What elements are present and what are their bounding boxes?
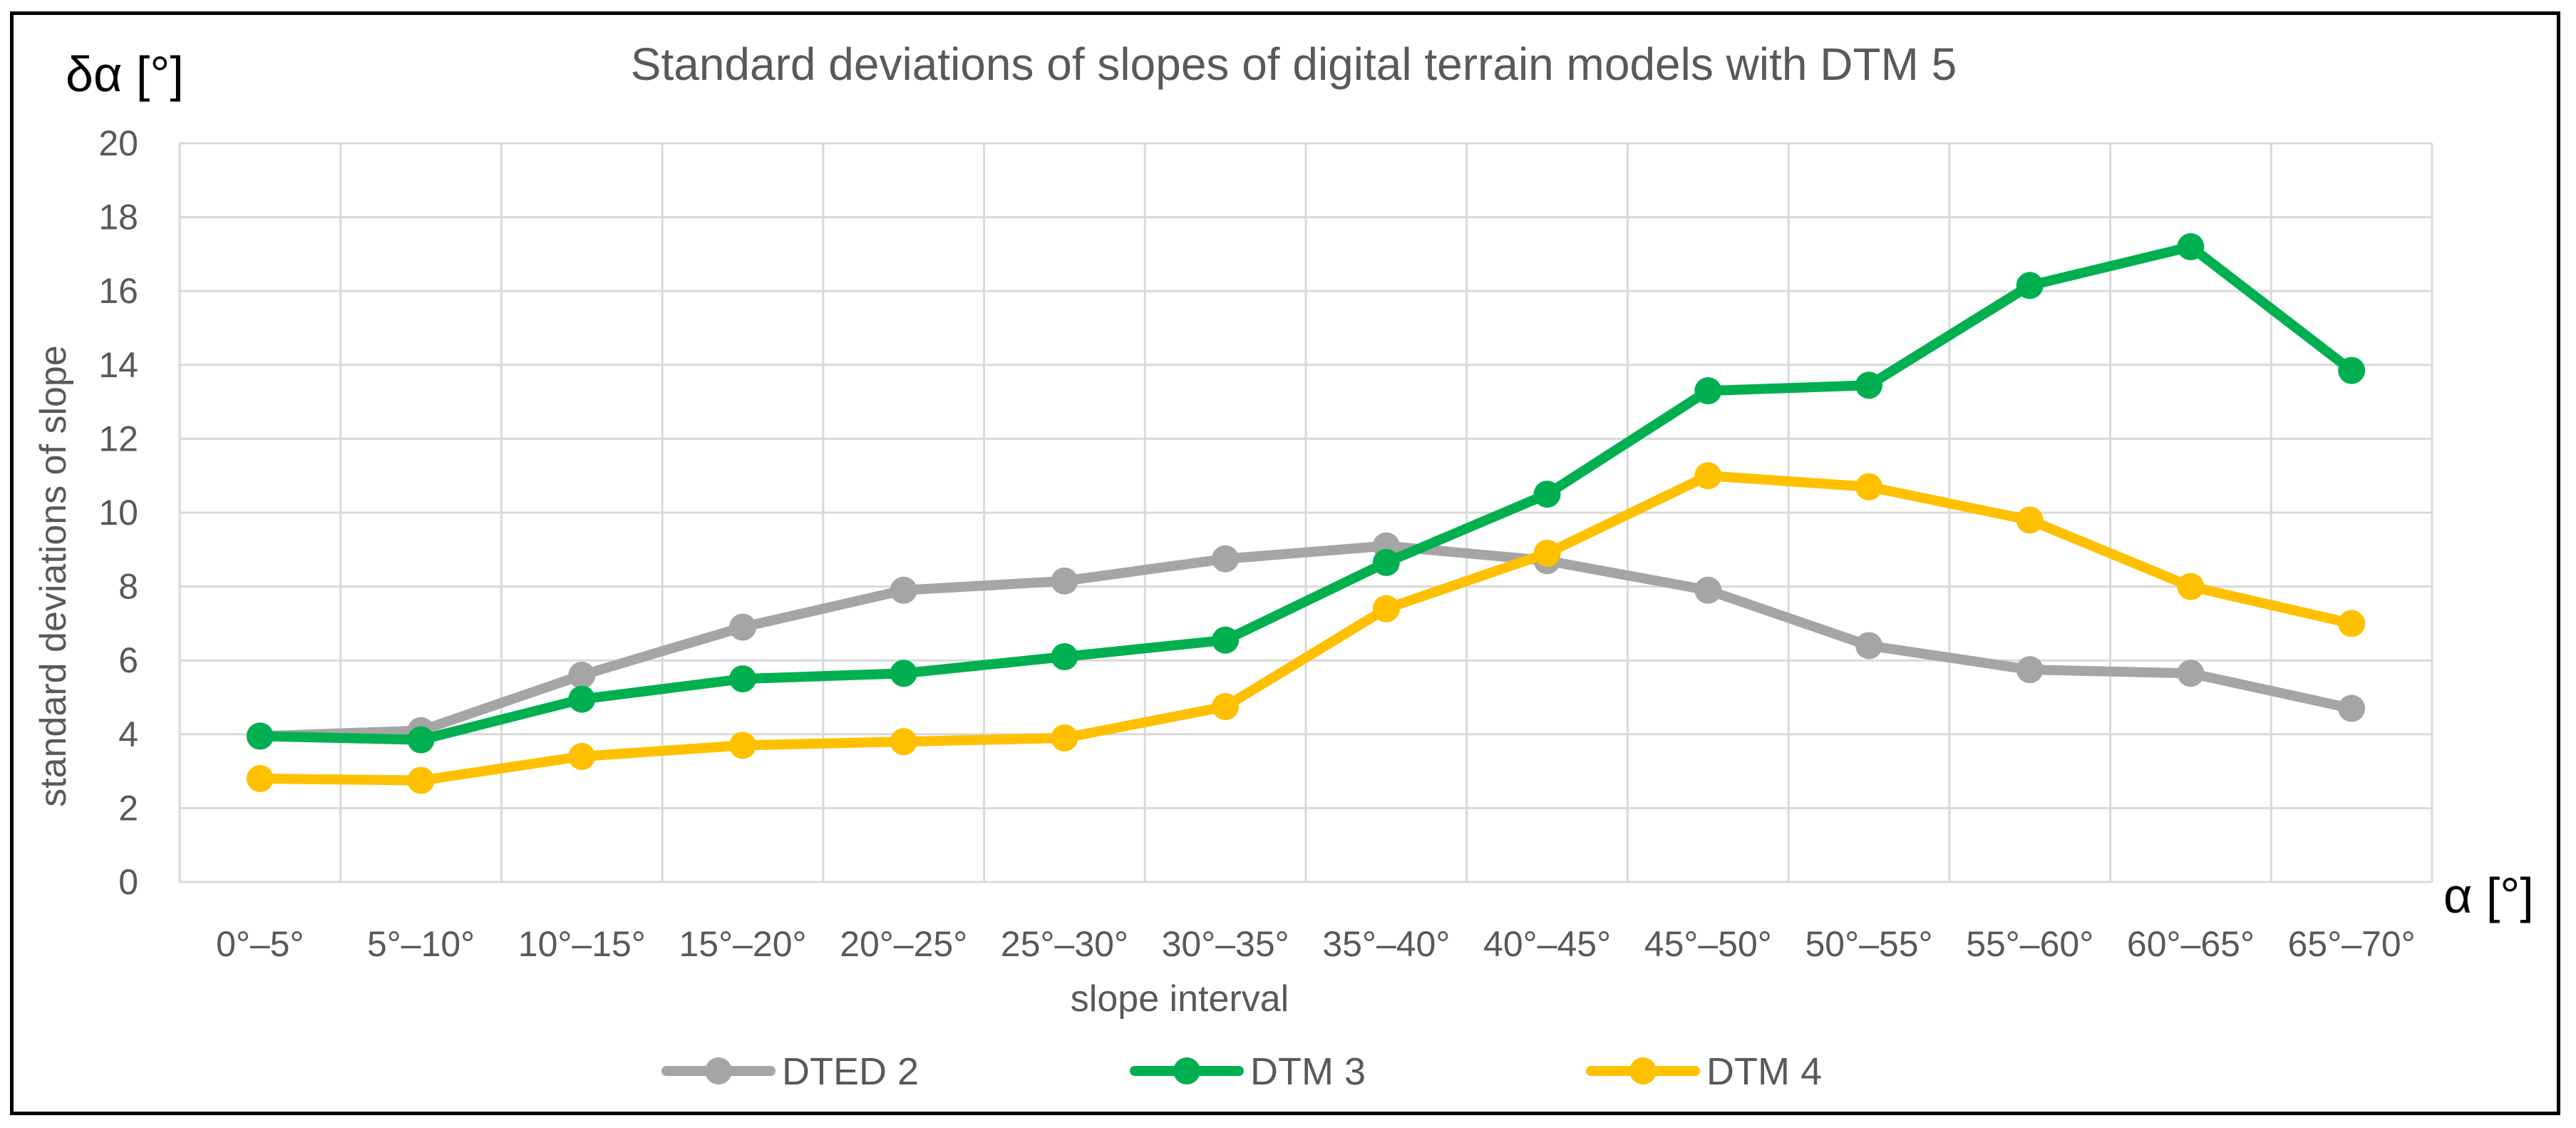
x-tick-label: 15°–20° <box>679 924 806 964</box>
legend-marker-dtm-3 <box>1173 1057 1200 1085</box>
data-point-dted-2 <box>1855 632 1882 660</box>
x-tick-label: 5°–10° <box>367 924 475 964</box>
x-tick-label: 25°–30° <box>1001 924 1128 964</box>
data-point-dtm-3 <box>1372 548 1400 576</box>
legend-marker-dted-2 <box>705 1057 732 1085</box>
data-point-dted-2 <box>1051 567 1078 595</box>
y-tick-label: 12 <box>98 419 138 458</box>
data-point-dtm-3 <box>2338 357 2366 384</box>
series-layer <box>246 233 2366 794</box>
data-point-dtm-4 <box>407 766 435 794</box>
data-point-dtm-3 <box>2016 272 2044 299</box>
y-axis-title: standard deviations of slope <box>33 345 74 807</box>
x-tick-label: 10°–15° <box>518 924 646 964</box>
y-tick-label: 14 <box>98 345 138 385</box>
data-point-dtm-4 <box>2338 610 2366 637</box>
data-point-dtm-3 <box>568 685 596 713</box>
x-tick-label: 35°–40° <box>1322 924 1450 964</box>
data-point-dtm-4 <box>568 742 596 770</box>
x-axis-title: slope interval <box>1071 978 1289 1020</box>
y-tick-label: 8 <box>118 567 138 607</box>
data-point-dtm-3 <box>407 726 435 754</box>
y-tick-label: 0 <box>118 862 138 902</box>
x-tick-label: 55°–60° <box>1966 924 2093 964</box>
data-point-dtm-4 <box>729 732 756 759</box>
data-point-dted-2 <box>2177 660 2205 687</box>
legend-label-dtm-3: DTM 3 <box>1250 1050 1366 1093</box>
data-point-dtm-4 <box>1533 539 1561 567</box>
data-point-dted-2 <box>2338 694 2366 722</box>
x-tick-label: 40°–45° <box>1483 924 1611 964</box>
y-tick-label: 4 <box>118 714 138 754</box>
y-tick-label: 10 <box>98 493 138 533</box>
x-tick-label: 50°–55° <box>1805 924 1932 964</box>
series-line-dted-2 <box>254 540 2357 742</box>
x-tick-label: 30°–35° <box>1162 924 1289 964</box>
data-point-dtm-4 <box>2016 506 2044 534</box>
x-tick-label: 45°–50° <box>1644 924 1772 964</box>
y-tick-label: 2 <box>118 788 138 828</box>
data-point-dtm-4 <box>890 728 917 756</box>
data-point-dtm-3 <box>1051 643 1078 671</box>
series-line-dtm-3 <box>254 242 2357 745</box>
data-point-dtm-4 <box>2177 573 2205 600</box>
data-point-dted-2 <box>2016 656 2044 684</box>
x-unit-label: α [°] <box>2443 868 2534 923</box>
data-point-dtm-3 <box>1855 371 1882 399</box>
legend-label-dtm-4: DTM 4 <box>1706 1050 1822 1093</box>
grid-layer <box>178 142 2433 882</box>
legend-label-dted-2: DTED 2 <box>782 1050 919 1093</box>
y-tick-label: 20 <box>98 123 138 163</box>
y-tick-label: 16 <box>98 271 138 311</box>
x-tick-label: 65°–70° <box>2288 924 2416 964</box>
data-point-dted-2 <box>1694 576 1722 604</box>
y-unit-label: δα [°] <box>66 46 184 102</box>
y-tick-label: 6 <box>118 640 138 680</box>
y-tick-label: 18 <box>98 198 138 237</box>
data-point-dtm-4 <box>246 764 274 792</box>
data-point-dtm-3 <box>1533 481 1561 508</box>
chart-title: Standard deviations of slopes of digital… <box>631 39 1957 90</box>
data-point-dtm-4 <box>1212 692 1240 720</box>
data-point-dtm-3 <box>2177 233 2205 261</box>
data-point-dtm-4 <box>1694 462 1722 490</box>
data-point-dted-2 <box>890 576 917 604</box>
data-point-dtm-3 <box>1694 377 1722 405</box>
data-point-dted-2 <box>568 661 596 689</box>
data-point-dtm-4 <box>1372 595 1400 622</box>
data-point-dtm-4 <box>1855 473 1882 501</box>
data-point-dtm-3 <box>729 665 756 693</box>
legend-marker-dtm-4 <box>1629 1057 1657 1085</box>
legend: DTED 2 DTM 3 DTM 4 <box>661 1050 1822 1093</box>
x-tick-label: 60°–65° <box>2127 924 2255 964</box>
data-point-dtm-3 <box>890 660 917 687</box>
x-tick-label: 20°–25° <box>840 924 967 964</box>
data-point-dtm-4 <box>1051 724 1078 752</box>
label-layer: 0 2 4 6 8 10 12 14 16 18 20 0°–5° 5°–10° 10°–15° 15°–2… <box>98 123 2415 964</box>
series-line-dtm-4 <box>254 471 2357 786</box>
data-point-dted-2 <box>729 613 756 641</box>
data-point-dtm-3 <box>246 722 274 750</box>
data-point-dtm-3 <box>1212 626 1240 654</box>
data-point-dted-2 <box>1212 545 1240 573</box>
x-tick-label: 0°–5° <box>216 924 304 964</box>
